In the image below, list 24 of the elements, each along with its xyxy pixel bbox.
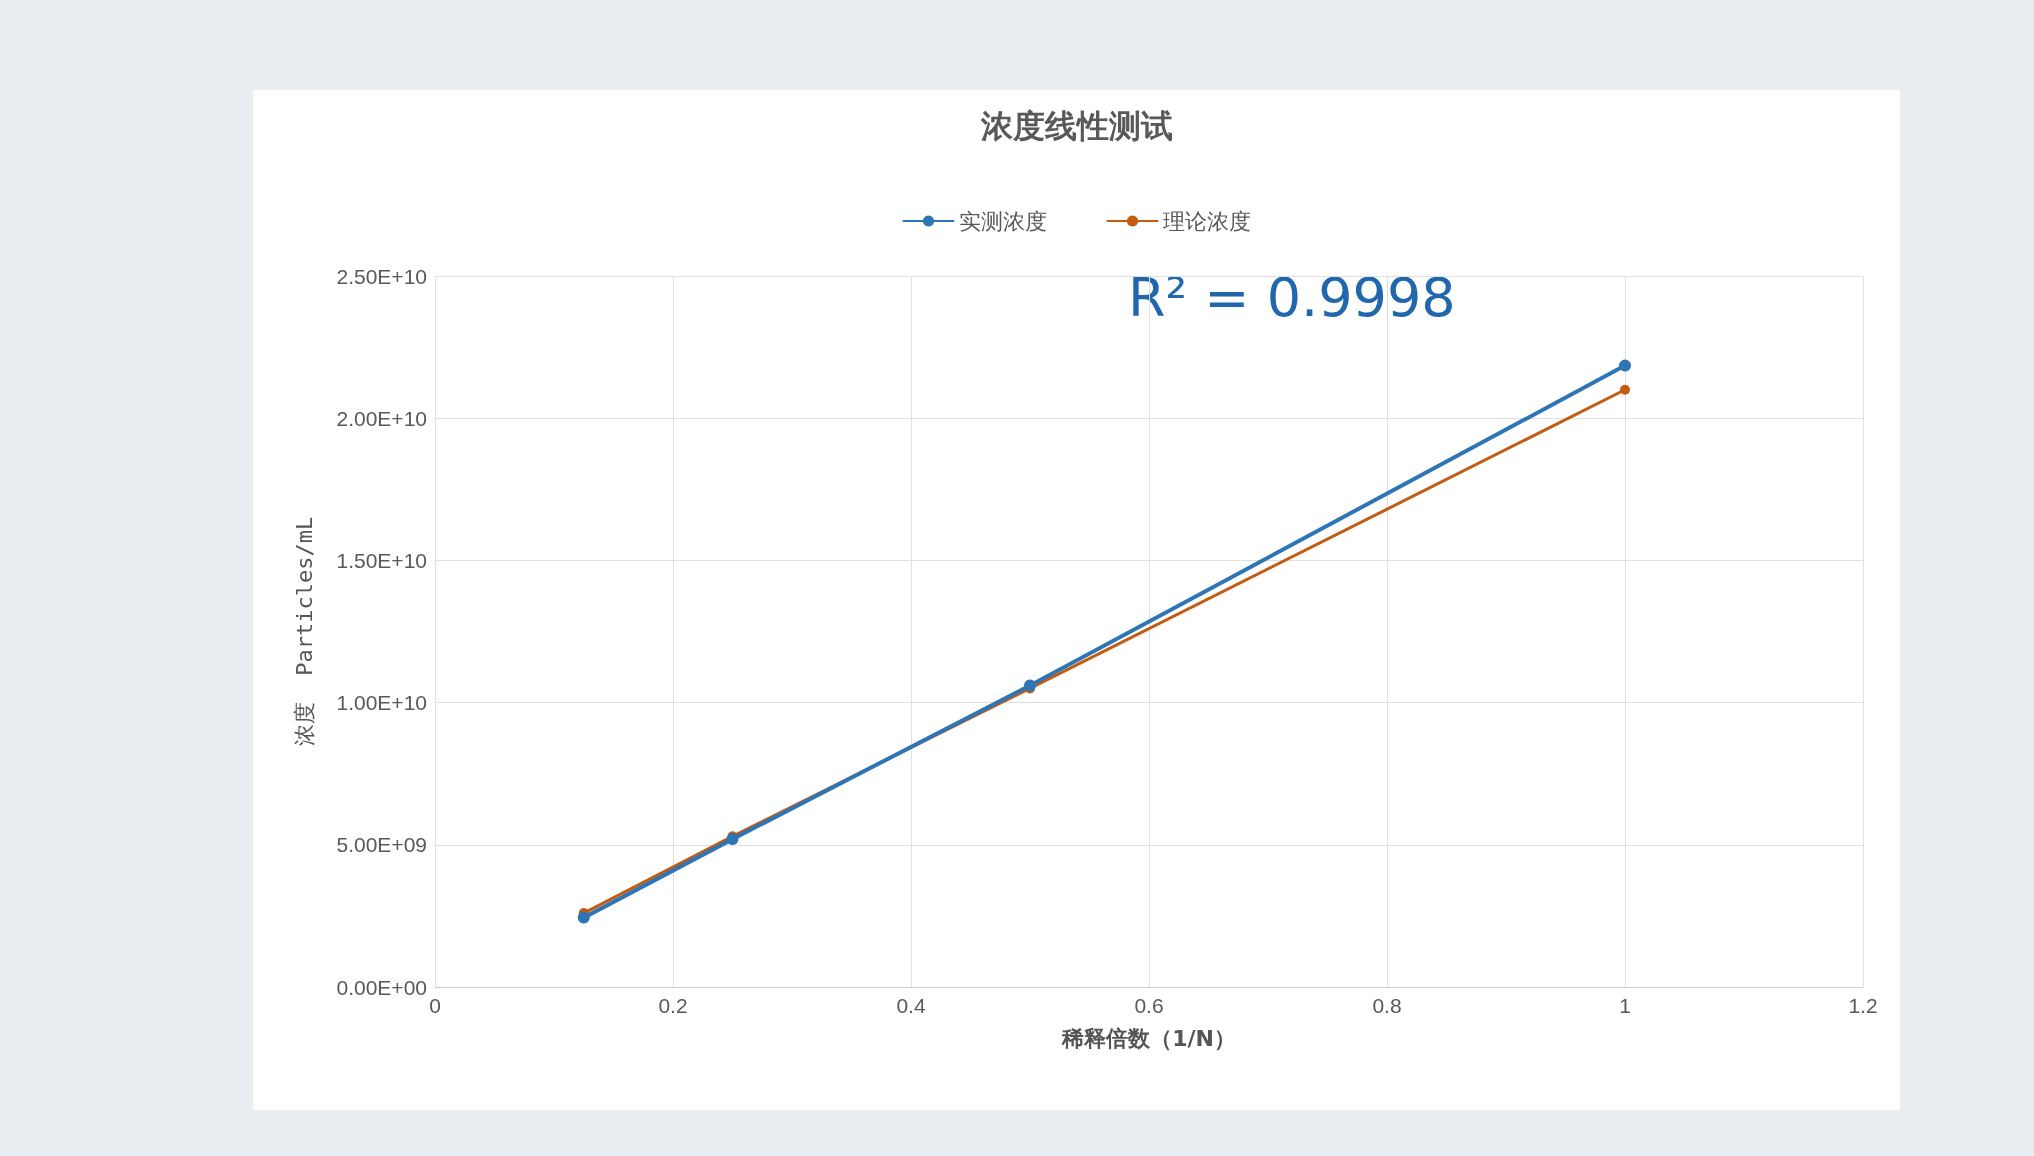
legend-label: 理论浓度 bbox=[1162, 208, 1251, 234]
x-tick-label: 0.2 bbox=[658, 994, 688, 1017]
chart-title: 浓度线性测试 bbox=[979, 108, 1173, 144]
y-tick-label: 5.00E+09 bbox=[336, 833, 427, 857]
y-tick-label: 0.00E+00 bbox=[336, 975, 427, 999]
x-tick-label: 1 bbox=[1619, 994, 1631, 1017]
point bbox=[1619, 359, 1631, 372]
y-tick-label: 1.00E+10 bbox=[336, 691, 427, 715]
x-tick-label: 0.8 bbox=[1372, 994, 1402, 1017]
point bbox=[726, 833, 739, 846]
x-tick-label: 1.2 bbox=[1848, 994, 1878, 1017]
x-axis-title: 稀释倍数（1/N） bbox=[1061, 1025, 1236, 1051]
point bbox=[1620, 384, 1630, 395]
y-tick-label: 2.00E+10 bbox=[336, 406, 427, 430]
annotation: R² = 0.9998 bbox=[1128, 265, 1456, 329]
point bbox=[1024, 679, 1036, 692]
point bbox=[577, 911, 590, 924]
x-tick-label: 0 bbox=[429, 994, 441, 1017]
y-tick-label: 2.50E+10 bbox=[336, 264, 427, 288]
legend-label: 实测浓度 bbox=[958, 208, 1047, 234]
x-tick-label: 0.4 bbox=[896, 994, 926, 1017]
x-tick-label: 0.6 bbox=[1134, 994, 1164, 1017]
y-axis-title: 浓度 Particles/mL bbox=[291, 516, 317, 747]
y-tick-label: 1.50E+10 bbox=[336, 548, 427, 572]
